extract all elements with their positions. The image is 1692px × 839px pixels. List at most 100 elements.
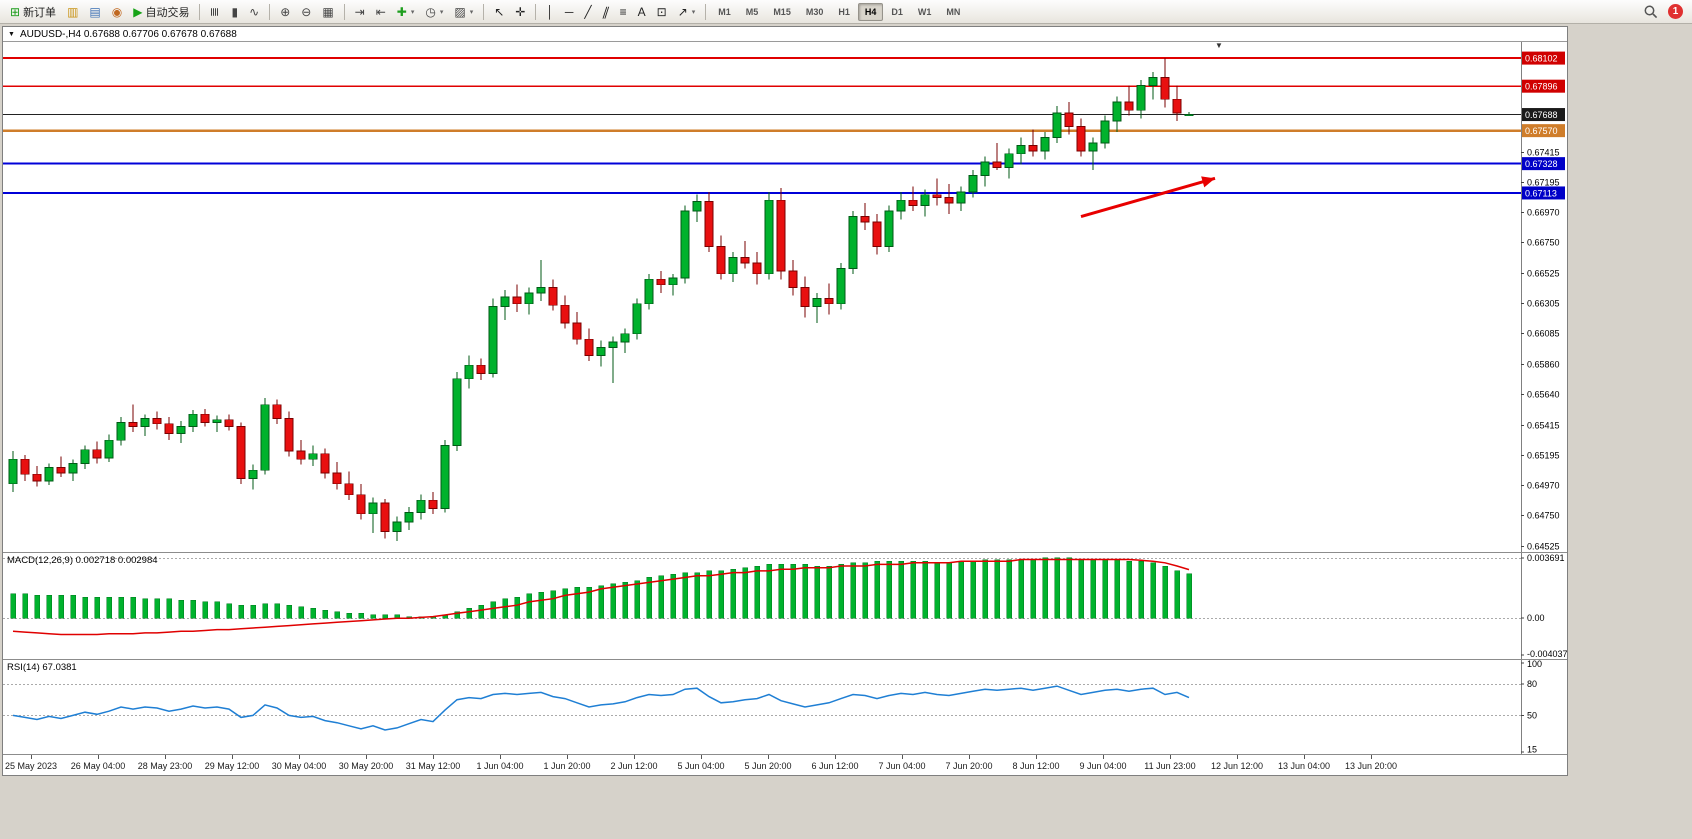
indicators-icon[interactable]: ✚ ▾: [392, 2, 420, 22]
macd-chart[interactable]: 0.003691 0.00 -0.004037: [3, 553, 1567, 659]
horizontal-line-icon: ─: [564, 4, 574, 19]
time-label: 11 Jun 23:00: [1144, 761, 1196, 771]
svg-text:-0.004037: -0.004037: [1527, 649, 1567, 659]
time-tick: [701, 755, 702, 759]
arrows-icon[interactable]: ↗ ▾: [673, 2, 701, 22]
trendline-icon[interactable]: ╱: [579, 2, 596, 22]
time-label: 8 Jun 12:00: [1012, 761, 1060, 771]
timeframe-M5[interactable]: M5: [745, 6, 759, 17]
time-label: 26 May 04:00: [70, 761, 126, 771]
time-tick: [1103, 755, 1104, 759]
rsi-chart[interactable]: 100 80 50 15: [3, 660, 1567, 754]
fibonacci-icon[interactable]: ≡: [615, 2, 632, 22]
timeframe-M30[interactable]: M30: [805, 6, 824, 17]
rsi-label: RSI(14) 67.0381: [7, 662, 77, 673]
label-icon[interactable]: ⊡: [652, 2, 672, 22]
chevron-down-icon: ▾: [469, 8, 474, 16]
timeframe-W1[interactable]: W1: [917, 6, 932, 17]
timeframe-H4[interactable]: H4: [857, 2, 884, 21]
timeframe-M1[interactable]: M1: [718, 6, 731, 17]
search-button[interactable]: [1640, 2, 1661, 22]
timeframe-H1[interactable]: H1: [838, 6, 850, 17]
zoom-in-icon[interactable]: ⊕: [275, 2, 295, 22]
time-label: 6 Jun 12:00: [811, 761, 859, 771]
main-chart-panel: ▼ 0.67415 0.67195 0.66970 0.66750 0.66525 0.6…: [3, 42, 1567, 553]
timeframe-MN[interactable]: MN: [946, 6, 961, 17]
rsi-axis: 100 80 50 15: [3, 660, 1542, 754]
cursor-icon[interactable]: ↖: [489, 2, 509, 22]
timeframe-D1[interactable]: D1: [891, 6, 903, 17]
svg-text:15: 15: [1527, 745, 1537, 755]
chart-shift-icon[interactable]: ⇤: [371, 2, 391, 22]
toolbar-separator: [269, 3, 271, 20]
timeframe-M15[interactable]: M15: [773, 6, 791, 17]
time-label: 13 Jun 04:00: [1277, 761, 1331, 771]
time-tick: [1036, 755, 1037, 759]
svg-text:0.67415: 0.67415: [1527, 148, 1560, 158]
channel-icon: ∥: [600, 4, 611, 19]
svg-text:50: 50: [1527, 710, 1537, 720]
zoom-in-icon: ⊕: [280, 4, 291, 19]
templates-icon[interactable]: ▨ ▾: [449, 2, 478, 22]
time-tick: [1237, 755, 1238, 759]
time-label: 29 May 12:00: [204, 761, 260, 771]
notification-badge[interactable]: 1: [1668, 4, 1683, 19]
horizontal-price-lines[interactable]: [3, 57, 1521, 195]
label-icon: ⊡: [656, 4, 667, 19]
macd-label: MACD(12,26,9) 0.002718 0.002984: [7, 555, 158, 566]
zoom-out-icon[interactable]: ⊖: [296, 2, 316, 22]
new-order-button[interactable]: ⊞ 新订单: [5, 2, 61, 22]
time-tick: [500, 755, 501, 759]
svg-text:0.00: 0.00: [1527, 613, 1545, 623]
tile-windows-icon[interactable]: ▦: [317, 2, 338, 22]
vertical-line-icon[interactable]: │: [541, 2, 559, 22]
time-label: 12 Jun 12:00: [1210, 761, 1264, 771]
channel-icon[interactable]: ∥: [598, 2, 614, 22]
time-label: 1 Jun 20:00: [543, 761, 591, 771]
trend-arrow-annotation[interactable]: [1080, 176, 1216, 218]
market-watch-icon: ▤: [89, 4, 101, 19]
vertical-line-icon: │: [546, 4, 554, 19]
auto-trading-button[interactable]: ▶ 自动交易: [128, 2, 194, 22]
auto-scroll-icon[interactable]: ⇥: [350, 2, 370, 22]
line-chart-icon[interactable]: ∿: [244, 2, 264, 22]
chart-info-bar: ▼ AUDUSD-,H4 0.67688 0.67706 0.67678 0.6…: [3, 27, 1567, 42]
time-tick: [567, 755, 568, 759]
chart-shift-icon: ⇤: [375, 4, 386, 19]
periods-icon[interactable]: ◷ ▾: [420, 2, 448, 22]
svg-text:0.67328: 0.67328: [1525, 159, 1558, 169]
crosshair-icon[interactable]: ✛: [510, 2, 530, 22]
candlestick-chart-icon: ▮: [231, 4, 239, 19]
time-label: 30 May 04:00: [271, 761, 327, 771]
macd-panel: MACD(12,26,9) 0.002718 0.002984 0.003691…: [3, 553, 1567, 660]
time-tick: [31, 755, 32, 759]
cursor-icon: ↖: [494, 4, 505, 19]
rsi-line: [12, 685, 1190, 731]
zoom-out-icon: ⊖: [301, 4, 312, 19]
time-label: 7 Jun 20:00: [945, 761, 993, 771]
svg-text:0.68102: 0.68102: [1525, 54, 1558, 64]
time-label: 30 May 20:00: [338, 761, 394, 771]
svg-text:0.66750: 0.66750: [1527, 238, 1560, 248]
community-icon[interactable]: ◉: [107, 2, 127, 22]
chevron-down-icon: ▾: [691, 8, 696, 16]
search-icon: [1644, 5, 1658, 19]
svg-text:0.67113: 0.67113: [1525, 188, 1557, 198]
text-icon[interactable]: A: [633, 2, 651, 22]
time-label: 5 Jun 04:00: [677, 761, 725, 771]
bar-chart-icon[interactable]: ≣: [205, 2, 225, 22]
time-tick: [835, 755, 836, 759]
auto-trading-button: ▶: [133, 4, 143, 19]
time-tick: [366, 755, 367, 759]
horizontal-line-icon[interactable]: ─: [560, 2, 579, 22]
candlestick-chart[interactable]: 0.67415 0.67195 0.66970 0.66750 0.66525 0.663…: [3, 42, 1567, 552]
time-tick: [232, 755, 233, 759]
market-watch-icon[interactable]: ▤: [84, 2, 105, 22]
community-icon: ◉: [111, 4, 123, 19]
templates-icon: ▨: [454, 4, 466, 19]
time-axis[interactable]: 25 May 2023 26 May 04:00 28 May 23:00 29 Ma…: [3, 755, 1567, 775]
symbol-dropdown-icon[interactable]: ▼: [8, 30, 15, 38]
profiles-icon[interactable]: ▥: [62, 2, 83, 22]
price-axis: 0.67415 0.67195 0.66970 0.66750 0.66525 0.663…: [1521, 42, 1560, 552]
candlestick-chart-icon[interactable]: ▮: [227, 2, 244, 22]
